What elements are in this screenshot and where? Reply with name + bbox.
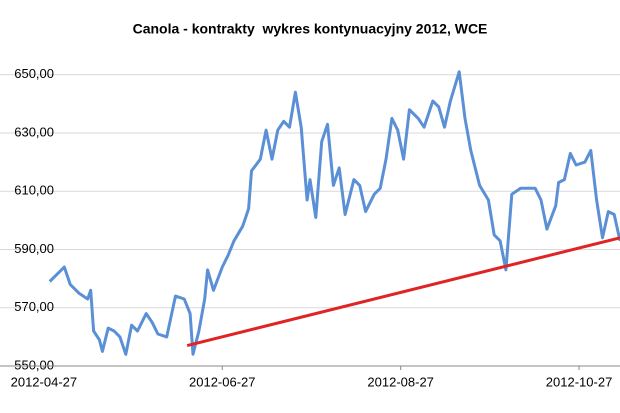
y-tick-label: 570,00 xyxy=(14,299,54,314)
y-tick-label: 650,00 xyxy=(14,66,54,81)
y-tick-label: 550,00 xyxy=(14,357,54,372)
x-tick-label: 2012-08-27 xyxy=(367,374,434,389)
trend-line xyxy=(186,236,620,348)
x-tick-label: 2012-10-27 xyxy=(546,374,613,389)
y-tick-label: 610,00 xyxy=(14,183,54,198)
price-line xyxy=(48,70,620,356)
x-tick-label: 2012-06-27 xyxy=(189,374,256,389)
x-tick-label: 2012-04-27 xyxy=(11,374,78,389)
y-tick-label: 590,00 xyxy=(14,241,54,256)
y-tick-label: 630,00 xyxy=(14,124,54,139)
chart-title: Canola - kontrakty wykres kontynuacyjny … xyxy=(133,21,488,37)
